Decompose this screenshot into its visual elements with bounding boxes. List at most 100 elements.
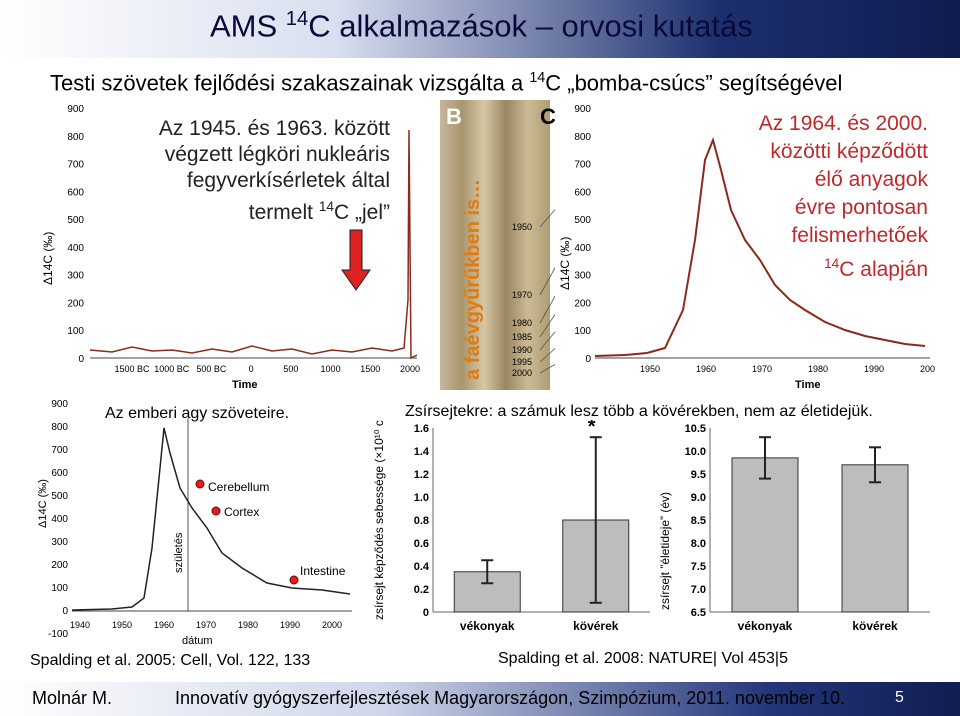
panel-d-y-tick: 900 — [51, 399, 68, 410]
panel-a-y-tick: 200 — [67, 298, 84, 309]
panel-d-y-tick: 800 — [51, 422, 68, 433]
panel-c-x-tick: 2000 — [920, 364, 935, 374]
right-chart-ytick: 10.0 — [685, 446, 706, 458]
panel-a-x-tick: 1500 BC — [114, 364, 150, 374]
intestine-point — [289, 575, 299, 585]
left-chart-significance-star: * — [588, 420, 596, 438]
panel-a-chart: Δ14C (‰) 0 100 200 300 400 500 600 700 800 900 15… — [32, 100, 422, 392]
year-label-2000: 2000 — [512, 368, 532, 378]
left-chart-category-0: vékonyak — [460, 619, 515, 633]
panel-e-right-ylabel: zsírsejt ”életideje” (év) — [658, 492, 672, 610]
left-chart-ytick: 1.6 — [414, 423, 429, 435]
right-chart-ytick: 9.0 — [691, 492, 706, 504]
panel-a-xticks: 1500 BC 1000 BC 500 BC 0 500 1000 1500 2000 — [114, 364, 420, 374]
panel-b-vertical-text: a faévgyűrűkben is… — [462, 178, 484, 380]
panel-c-y-tick: 900 — [574, 104, 591, 115]
panel-d-y-tick: 600 — [51, 468, 68, 479]
panel-d-y-tick: 100 — [51, 583, 68, 594]
panel-a-y-tick: 600 — [67, 187, 84, 198]
panel-d-xticks: 1940 1950 1960 1970 1980 1990 2000 — [70, 620, 342, 630]
left-chart-ytick: 0.8 — [414, 515, 429, 527]
panel-c-x-tick: 1980 — [808, 364, 828, 374]
footer-event: Innovatív gyógyszerfejlesztések Magyaror… — [175, 688, 845, 708]
panel-a-y-tick: 800 — [67, 132, 84, 143]
left-chart-ytick: 1.2 — [414, 469, 429, 481]
left-chart-ytick: 0 — [423, 607, 429, 619]
slide-title: AMS 14C alkalmazások – orvosi kutatás — [210, 8, 753, 44]
panel-c-y-tick: 200 — [574, 298, 591, 309]
panel-a-x-tick: 500 BC — [196, 364, 227, 374]
panel-c-y-tick: 500 — [574, 215, 591, 226]
reference-left: Spalding et al. 2005: Cell, Vol. 122, 13… — [30, 652, 311, 669]
point-label-cortex: Cortex — [224, 505, 259, 519]
right-chart-ytick: 7.0 — [691, 584, 706, 596]
year-label-1970: 1970 — [512, 290, 532, 300]
panel-d-x-tick: 1960 — [154, 620, 174, 630]
left-chart-ytick: 0.2 — [414, 584, 429, 596]
panel-c-y-tick: 600 — [574, 187, 591, 198]
panel-a-y-tick: 100 — [67, 326, 84, 337]
left-chart-ytick: 1.0 — [414, 492, 429, 504]
panel-c-x-tick: 1970 — [752, 364, 772, 374]
page-number: 5 — [895, 689, 904, 706]
panel-a-y-tick: 300 — [67, 271, 84, 282]
panel-d-ylabel: Δ14C (‰) — [37, 479, 49, 528]
panel-c-text: Az 1964. és 2000. közötti képződött élő … — [758, 112, 928, 281]
reference-right: Spalding et al. 2008: NATURE| Vol 453|5 — [498, 650, 788, 667]
year-label-1985: 1985 — [512, 332, 532, 342]
panel-c-x-tick: 1990 — [864, 364, 884, 374]
panel-d-y-tick: -100 — [48, 629, 68, 640]
year-label-1980: 1980 — [512, 318, 532, 328]
footer-author: Molnár M. — [32, 688, 113, 708]
cortex-point — [211, 506, 221, 516]
panel-e-right-chart: zsírsejt ”életideje” (év) 6.5 7.0 7.5 8.0 8.… — [658, 423, 930, 633]
right-chart-ytick: 7.5 — [691, 561, 706, 573]
left-chart-ytick: 1.4 — [414, 446, 430, 458]
panel-a-text: Az 1945. és 1963. között végzett légköri… — [158, 117, 390, 224]
panel-d-y-tick: 200 — [51, 560, 68, 571]
panel-a-y-tick: 900 — [67, 104, 84, 115]
left-chart-ytick: 0.6 — [414, 538, 429, 550]
slide-subtitle: Testi szövetek fejlődési szakaszainak vi… — [50, 70, 843, 96]
left-chart-category-1: kövérek — [573, 619, 619, 633]
cerebellum-point — [195, 479, 205, 489]
right-chart-bar-1 — [841, 464, 909, 613]
panel-c-x-tick: 1960 — [696, 364, 716, 374]
panel-d-x-tick: 1950 — [112, 620, 132, 630]
panel-d-x-tick: 1980 — [238, 620, 258, 630]
panel-label-b: B — [446, 104, 462, 129]
panel-d-caption: Az emberi agy szöveteire. — [105, 405, 290, 422]
right-chart-category-0: vékonyak — [738, 619, 793, 633]
panel-c-y-tick: 300 — [574, 271, 591, 282]
right-chart-bar-0 — [731, 457, 799, 613]
right-chart-ytick: 8.0 — [691, 538, 706, 550]
right-chart-ytick: 10.5 — [685, 423, 706, 435]
panel-a-yticks: 0 100 200 300 400 500 600 700 800 900 — [67, 104, 84, 365]
panel-d-x-tick: 1990 — [280, 620, 300, 630]
panel-a-ylabel: Δ14C (‰) — [41, 232, 55, 285]
year-label-1950: 1950 — [512, 222, 532, 232]
panel-d-x-tick: 1940 — [70, 620, 90, 630]
birth-label: születés — [173, 532, 185, 573]
panel-c-ylabel: Δ14C (‰) — [558, 237, 572, 290]
panel-e-caption: Zsírsejtekre: a számuk lesz több a kövér… — [405, 403, 873, 420]
panel-a-x-tick: 1000 — [321, 364, 341, 374]
panel-c-y-tick: 400 — [574, 243, 591, 254]
panel-a-x-tick: 1000 BC — [154, 364, 190, 374]
panel-c-y-tick: 100 — [574, 326, 591, 337]
year-label-1995: 1995 — [512, 357, 532, 367]
panel-c-y-tick: 700 — [574, 160, 591, 171]
point-label-cerebellum: Cerebellum — [208, 480, 269, 494]
left-chart-ytick: 0.4 — [414, 561, 430, 573]
panel-d-y-tick: 500 — [51, 491, 68, 502]
panel-c-yticks: 0 100 200 300 400 500 600 700 800 900 — [574, 104, 591, 365]
panel-c-xticks: 1950 1960 1970 1980 1990 2000 — [640, 364, 935, 374]
panel-label-c: C — [540, 104, 556, 129]
panel-a-y-tick: 500 — [67, 215, 84, 226]
tree-ring-image — [440, 100, 550, 390]
panel-c-xlabel: Time — [795, 379, 820, 391]
point-label-intestine: Intestine — [300, 564, 346, 578]
panel-d-x-tick: 1970 — [196, 620, 216, 630]
panel-d-y-tick: 700 — [51, 445, 68, 456]
panel-a-y-tick: 400 — [67, 243, 84, 254]
